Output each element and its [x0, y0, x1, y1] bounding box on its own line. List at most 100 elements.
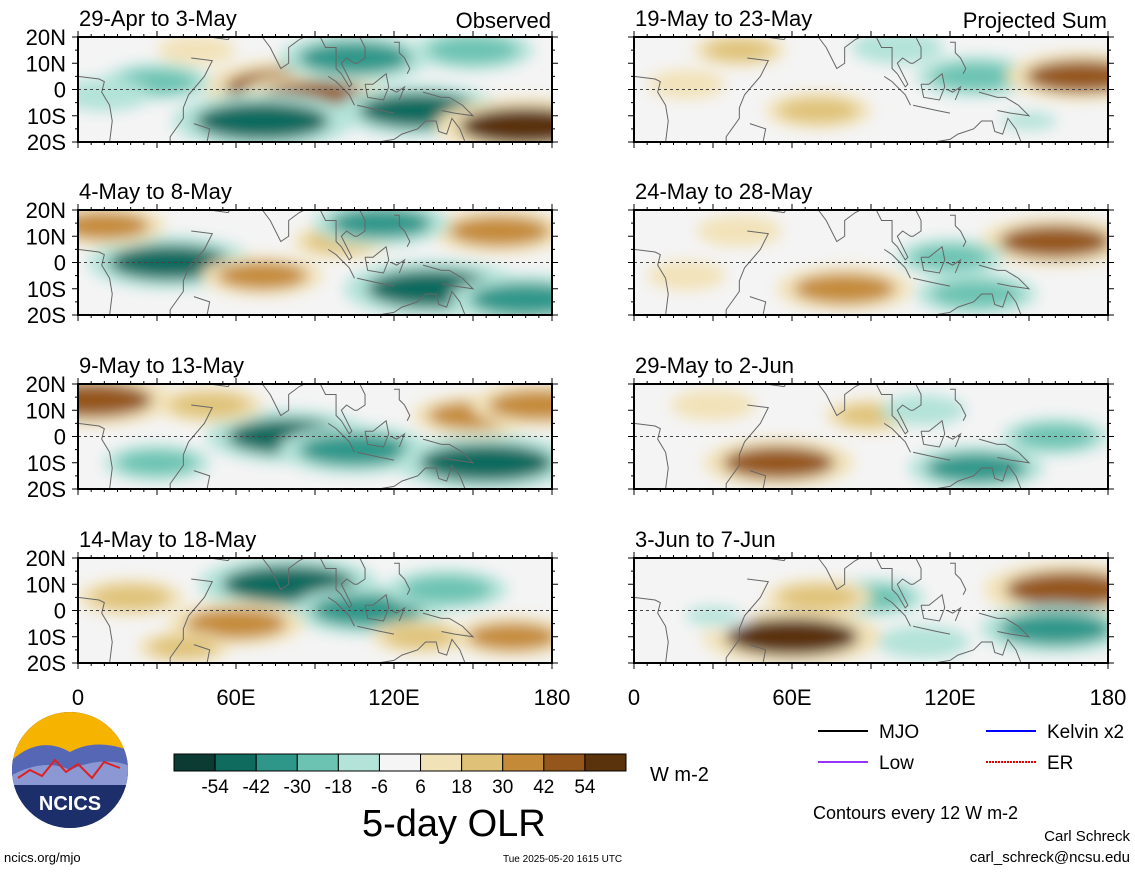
olr-anomaly — [488, 390, 552, 420]
panel-label: 24-May to 28-May — [635, 179, 812, 204]
panel-label: 9-May to 13-May — [79, 353, 244, 378]
olr-anomaly — [195, 102, 329, 140]
colorbar-level: 6 — [415, 777, 426, 798]
olr-anomaly — [469, 283, 552, 315]
coastline — [950, 562, 967, 595]
olr-anomaly — [707, 220, 771, 242]
y-tick-label: 10N — [26, 572, 66, 597]
panel-label: 19-May to 23-May — [635, 6, 812, 31]
olr-anomaly — [91, 585, 171, 610]
coastline — [364, 72, 390, 101]
y-tick-label: 10S — [27, 104, 66, 129]
olr-anomaly — [910, 244, 990, 270]
y-tick-label: 10N — [26, 51, 66, 76]
olr-anomaly — [925, 453, 1027, 483]
colorbar-level: -6 — [371, 777, 388, 798]
coastline — [169, 57, 214, 142]
olr-field — [78, 558, 552, 663]
coastline — [634, 422, 669, 489]
olr-anomaly — [428, 37, 518, 64]
coastline — [422, 264, 475, 290]
units-label: W m-2 — [650, 764, 709, 786]
coastline — [391, 258, 406, 274]
coastline — [422, 438, 475, 464]
coastline — [169, 404, 214, 489]
coastline — [254, 210, 306, 243]
y-tick-label: 20N — [26, 198, 66, 223]
coastline — [883, 248, 911, 279]
coastline — [327, 596, 355, 627]
coastline — [810, 558, 862, 591]
olr-anomaly — [149, 636, 218, 659]
coastline — [871, 210, 922, 261]
olr-anomaly — [705, 39, 774, 62]
colorbar-swatch — [296, 753, 339, 772]
coastline — [357, 104, 395, 114]
panel-4: 24-May to 28-May — [628, 179, 1114, 321]
coastline — [634, 248, 669, 315]
y-tick-label: 0 — [54, 78, 66, 103]
y-tick-label: 10S — [27, 277, 66, 302]
coastline — [364, 245, 390, 274]
coastline — [934, 290, 1022, 315]
legend-label: Low — [879, 753, 914, 774]
coastline — [725, 230, 770, 315]
coastline — [422, 612, 475, 638]
olr-anomaly — [167, 40, 226, 60]
coastline — [947, 432, 962, 448]
ncics-logo: NCICS — [12, 712, 128, 828]
coastline — [378, 117, 466, 142]
coastline — [950, 214, 967, 247]
coastline — [394, 562, 411, 595]
olr-anomaly — [863, 37, 932, 59]
olr-anomaly — [1000, 111, 1058, 131]
colorbar-swatch — [214, 753, 257, 772]
olr-anomaly — [1025, 60, 1108, 93]
x-tick-label: 180 — [534, 685, 571, 710]
olr-anomaly — [401, 575, 492, 604]
colorbar-swatch — [461, 753, 504, 772]
olr-anomaly — [78, 212, 150, 240]
coastline — [254, 384, 306, 417]
olr-anomaly — [999, 225, 1108, 258]
panel-label: 29-Apr to 3-May — [79, 6, 237, 31]
coastline — [913, 451, 951, 461]
x-tick-labels: 0 60E 120E 180 0 60E 120E 180 — [72, 685, 1126, 710]
olr-anomaly — [657, 265, 716, 286]
coastline — [947, 85, 962, 101]
colorbar-swatch — [378, 753, 422, 772]
y-tick-label: 20S — [27, 651, 66, 676]
olr-anomaly — [298, 41, 411, 75]
olr-anomaly — [794, 273, 896, 304]
coastline — [871, 37, 922, 88]
olr-field — [634, 210, 1108, 315]
colorbar-level: 42 — [533, 777, 554, 798]
coastline — [725, 404, 770, 489]
coastline — [749, 123, 767, 142]
coastline — [422, 91, 475, 117]
coastline — [315, 558, 366, 609]
olr-anomaly — [78, 384, 153, 418]
olr-anomaly — [657, 74, 716, 94]
olr-anomaly — [217, 262, 308, 290]
coastline — [934, 117, 1022, 142]
olr-anomaly — [384, 625, 457, 649]
olr-anomaly — [78, 83, 139, 106]
coastline — [254, 37, 306, 70]
coastline — [193, 296, 211, 315]
coastline — [193, 470, 211, 489]
olr-anomaly — [185, 608, 287, 639]
contour-note: Contours every 12 W m-2 — [813, 803, 1018, 823]
panel-label: 29-May to 2-Jun — [635, 353, 794, 378]
colorbar-swatch — [173, 753, 216, 772]
colorbar-level: -42 — [242, 777, 269, 798]
coastline — [883, 75, 911, 106]
coastline — [394, 41, 411, 74]
olr-anomaly — [684, 606, 742, 626]
olr-field — [78, 37, 552, 142]
colorbar-level: -54 — [201, 777, 229, 798]
olr-anomaly — [298, 433, 411, 466]
